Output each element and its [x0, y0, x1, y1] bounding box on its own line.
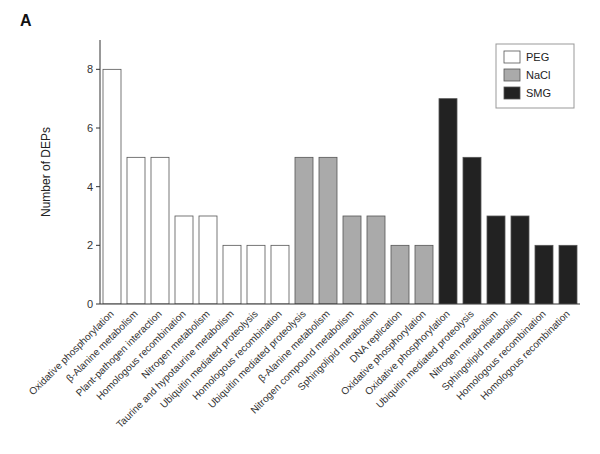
legend: PEG NaCl SMG	[496, 44, 574, 108]
bar	[223, 245, 241, 304]
bar	[511, 216, 529, 304]
bar	[535, 245, 553, 304]
bar	[463, 157, 481, 304]
bar	[271, 245, 289, 304]
panel-label: A	[20, 12, 32, 29]
x-tick-label: Homologous recombination	[478, 308, 572, 402]
y-tick	[96, 128, 100, 129]
bar	[319, 157, 337, 304]
bar	[247, 245, 265, 304]
y-tick	[96, 186, 100, 187]
bar	[415, 245, 433, 304]
legend-frame	[496, 44, 574, 108]
y-tick-label: 4	[87, 181, 93, 193]
x-tick-label: Ubiquitin mediated proteolysis	[158, 308, 260, 410]
bar	[127, 157, 145, 304]
bar	[559, 245, 577, 304]
legend-label: SMG	[526, 87, 551, 99]
legend-swatch	[504, 69, 520, 81]
y-tick-label: 2	[87, 239, 93, 251]
legend-label: PEG	[526, 51, 549, 63]
x-tick-label: Homologous recombination	[454, 308, 548, 402]
bar	[151, 157, 169, 304]
bar	[175, 216, 193, 304]
legend-label: NaCl	[526, 69, 550, 81]
y-tick	[96, 69, 100, 70]
y-tick-label: 8	[87, 63, 93, 75]
chart: 02468Oxidative phosphorylationβ-Alanine …	[0, 0, 600, 454]
x-axis-line	[100, 304, 580, 305]
y-tick	[96, 304, 100, 305]
y-tick-label: 6	[87, 122, 93, 134]
x-tick-label: Nitrogen compound metabolism	[248, 308, 356, 416]
bar	[439, 99, 457, 304]
bar	[343, 216, 361, 304]
x-tick-label: Ubiquitin mediated proteolysis	[206, 308, 308, 410]
bar	[103, 69, 121, 304]
legend-swatch	[504, 51, 520, 63]
bar	[391, 245, 409, 304]
y-tick	[96, 245, 100, 246]
bar	[487, 216, 505, 304]
legend-swatch	[504, 87, 520, 99]
y-axis-label: Number of DEPs	[39, 127, 53, 217]
y-axis-line	[100, 40, 101, 304]
bar	[367, 216, 385, 304]
y-tick-label: 0	[87, 298, 93, 310]
bar	[199, 216, 217, 304]
bar	[295, 157, 313, 304]
